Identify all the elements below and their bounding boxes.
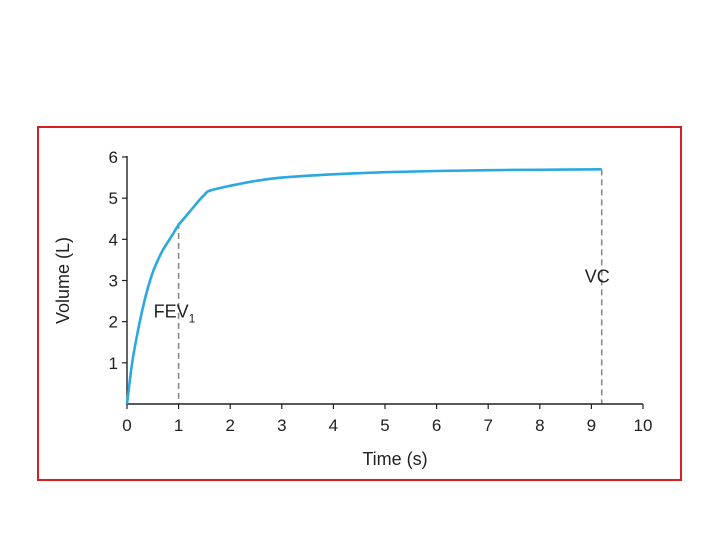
x-tick-label: 2 — [225, 416, 234, 435]
y-axis-title: Volume (L) — [53, 237, 73, 324]
x-tick-label: 3 — [277, 416, 286, 435]
fev1-label: FEV1 — [154, 302, 196, 326]
x-tick-label: 6 — [432, 416, 441, 435]
x-tick-label: 9 — [587, 416, 596, 435]
volume-curve — [125, 168, 602, 405]
y-tick-label: 5 — [109, 189, 118, 208]
y-tick-label: 3 — [109, 272, 118, 291]
y-tick-label: 1 — [109, 354, 118, 373]
vc-label: VC — [585, 267, 610, 287]
y-ticks: 1 2 3 4 5 6 — [109, 148, 127, 373]
reference-lines — [177, 169, 603, 404]
fev1-label-subscript: 1 — [189, 312, 196, 326]
x-tick-label: 0 — [122, 416, 131, 435]
x-axis-title: Time (s) — [362, 449, 427, 469]
x-ticks: 0 1 2 3 4 5 6 7 8 9 10 — [122, 404, 652, 435]
x-tick-label: 8 — [535, 416, 544, 435]
y-tick-label: 4 — [109, 230, 118, 249]
x-tick-label: 4 — [329, 416, 338, 435]
y-tick-label: 2 — [109, 313, 118, 332]
x-tick-label: 10 — [634, 416, 653, 435]
fev1-label-main: FEV — [154, 302, 189, 322]
x-tick-label: 7 — [483, 416, 492, 435]
y-tick-label: 6 — [109, 148, 118, 167]
x-tick-label: 5 — [380, 416, 389, 435]
x-tick-label: 1 — [174, 416, 183, 435]
